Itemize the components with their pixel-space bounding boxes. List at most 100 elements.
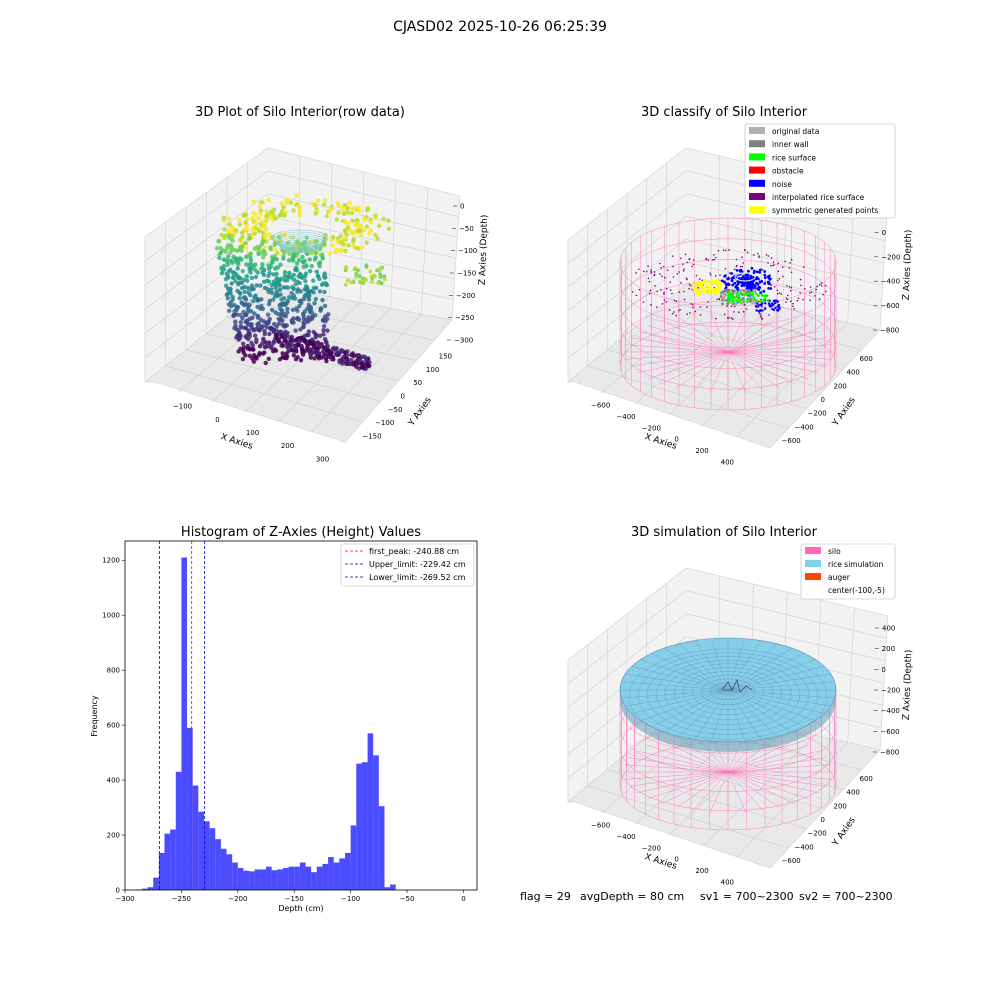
silo-floor-spoke xyxy=(727,771,765,812)
classify-3d-plot: 3D classify of Silo Interior −600 −400 −20… xyxy=(567,105,914,466)
raw-point xyxy=(261,336,266,342)
histogram-bar xyxy=(164,833,171,890)
raw-point xyxy=(321,273,327,279)
raw-point xyxy=(306,348,311,353)
x-tick-label: 200 xyxy=(281,442,294,450)
legend-label: inner wall xyxy=(772,140,809,149)
raw-point xyxy=(313,349,318,354)
symmetric-point xyxy=(702,281,706,285)
raw-point xyxy=(223,276,229,282)
histogram-bar xyxy=(367,733,374,890)
raw-point xyxy=(347,228,353,233)
interpolated-point xyxy=(683,298,686,301)
interpolated-point xyxy=(666,287,668,290)
raw-point xyxy=(225,243,231,248)
interpolated-point xyxy=(679,308,681,311)
legend-swatch xyxy=(749,206,765,214)
legend-label: interpolated rice surface xyxy=(772,193,865,202)
raw-point xyxy=(229,247,234,252)
raw-point xyxy=(254,283,259,288)
y-tick-label: 400 xyxy=(847,789,860,797)
rice-surface-point xyxy=(732,300,735,304)
raw-point xyxy=(251,227,256,232)
interpolated-point xyxy=(656,290,658,293)
x-tick-label: −150 xyxy=(285,895,304,903)
legend-label: first_peak: -240.88 cm xyxy=(369,547,459,556)
raw-point xyxy=(226,258,231,263)
interpolated-point xyxy=(713,258,716,261)
raw-point xyxy=(240,269,246,274)
raw-point xyxy=(242,302,247,308)
x-tick-label: −200 xyxy=(642,844,661,852)
silo-floor-spoke xyxy=(709,310,729,353)
raw-point xyxy=(248,258,254,263)
legend-label: center(-100,-5) xyxy=(828,586,885,595)
raw-point xyxy=(306,315,311,320)
inner-wall-point xyxy=(730,288,734,292)
noise-point xyxy=(736,286,740,290)
interpolated-point xyxy=(767,262,769,264)
histogram-bar xyxy=(378,806,385,890)
silo-floor-spoke xyxy=(624,771,729,780)
interpolated-point xyxy=(707,259,710,261)
raw-point xyxy=(238,256,243,261)
interpolated-point xyxy=(774,285,776,288)
raw-point xyxy=(298,327,303,332)
interpolated-point xyxy=(741,265,744,268)
raw-point xyxy=(236,281,241,287)
interpolated-point xyxy=(676,273,679,275)
interpolated-point xyxy=(677,309,680,312)
raw-point xyxy=(355,268,360,273)
interpolated-point xyxy=(724,268,727,270)
y-tick-label: 400 xyxy=(847,369,860,377)
noise-point xyxy=(763,276,767,280)
x-tick-label: −100 xyxy=(341,895,360,903)
symmetric-point xyxy=(699,292,703,296)
raw-point xyxy=(313,255,319,260)
raw-point xyxy=(340,205,345,211)
inner-wall-point xyxy=(753,301,757,305)
noise-point xyxy=(733,281,737,285)
raw-point xyxy=(233,319,238,324)
noise-point xyxy=(756,302,759,305)
rice-mesh-spoke xyxy=(727,689,825,714)
raw-point xyxy=(247,347,252,352)
raw-point xyxy=(247,302,252,308)
rice-surface-point xyxy=(754,299,758,303)
interpolated-point xyxy=(686,261,689,264)
symmetric-point xyxy=(695,291,699,295)
x-tick-label: −250 xyxy=(172,895,191,903)
raw-point xyxy=(273,310,278,315)
raw-point xyxy=(229,303,234,309)
interpolated-point xyxy=(688,257,691,260)
raw-point xyxy=(244,246,249,251)
x-tick-label: −50 xyxy=(400,895,415,903)
silo-floor-spoke xyxy=(727,771,781,809)
raw-point xyxy=(243,220,248,225)
y-tick-label: 0 xyxy=(821,396,825,404)
interpolated-point xyxy=(746,251,749,254)
rice-mesh-spoke xyxy=(727,638,746,691)
raw-point xyxy=(317,260,323,265)
interpolated-point xyxy=(730,305,733,307)
x-tick-label: 400 xyxy=(721,458,734,466)
raw-point xyxy=(267,270,272,276)
x-tick-label: −200 xyxy=(642,424,661,432)
raw-point xyxy=(322,289,327,295)
noise-point xyxy=(752,271,756,274)
raw-point xyxy=(293,356,299,362)
symmetric-point xyxy=(695,280,699,284)
interpolated-point xyxy=(695,274,698,277)
noise-point xyxy=(755,276,759,279)
raw-point xyxy=(237,222,243,227)
raw-point xyxy=(315,274,321,279)
raw-point xyxy=(343,282,348,287)
interpolated-point xyxy=(743,248,746,251)
grid-line xyxy=(567,193,886,288)
raw-point xyxy=(222,227,227,232)
silo-floor-spoke xyxy=(727,739,796,773)
rice-surface-point xyxy=(748,291,751,295)
symmetric-point xyxy=(706,285,710,289)
symmetric-point xyxy=(719,281,723,285)
silo-floor-spoke xyxy=(727,351,832,360)
